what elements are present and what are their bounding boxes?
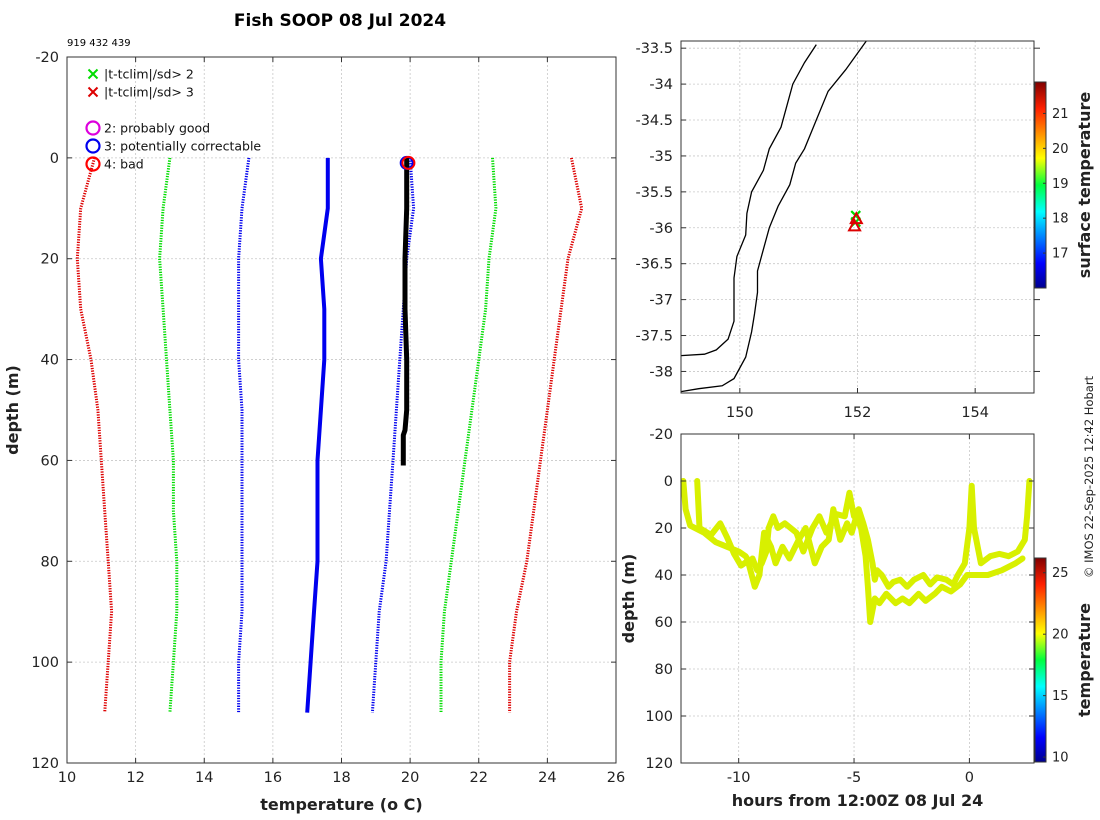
axes-border: [680, 433, 1035, 764]
profile-series-line: [370, 157, 416, 713]
y-tick-label: -35.5: [635, 185, 673, 201]
flag-marker: [401, 155, 416, 170]
x-tick-label: 22: [470, 770, 488, 786]
figure-title: Fish SOOP 08 Jul 2024: [234, 11, 446, 31]
profile-series-line: [158, 157, 179, 713]
profile-plot: 10 12 14 16 18 20 22 24 26 -20 0 20 40 60 80 100 120 temp…: [3, 50, 625, 814]
x-tick-label: 152: [844, 405, 872, 421]
x-tick-label: 20: [401, 770, 419, 786]
y-tick-label: 120: [31, 756, 59, 772]
track-line: [680, 478, 1033, 590]
x-tick-label: 18: [332, 770, 350, 786]
y-tick-label: -36.5: [635, 257, 673, 273]
y-tick-label: 100: [31, 655, 59, 671]
y-tick-label: -38: [649, 364, 673, 380]
y-tick-label: -34.5: [635, 113, 673, 129]
colorbar-tick-label: 21: [1052, 107, 1069, 122]
legend-marker: [85, 138, 101, 154]
colorbar-tick-label: 20: [1052, 628, 1069, 643]
x-tick-label: -5: [847, 770, 861, 786]
legend-label: 3: potentially correctable: [104, 139, 261, 154]
x-tick-label: 12: [126, 770, 144, 786]
colorbar-tick-label: 19: [1052, 177, 1069, 192]
legend-label: 2: probably good: [104, 121, 210, 136]
legend-marker: [85, 120, 101, 136]
coastline-line: [680, 44, 817, 357]
legend-marker: [87, 68, 99, 80]
map-point-marker: [849, 211, 864, 225]
colorbar-tick-label: 17: [1052, 247, 1069, 262]
isobath-line: [680, 40, 867, 393]
profile-series-line: [305, 157, 330, 713]
x-tick-label: 26: [607, 770, 625, 786]
y-tick-label: -20: [649, 427, 673, 443]
colorbar-tick-label: 15: [1052, 689, 1069, 704]
colorbar-tick-label: 25: [1052, 566, 1069, 581]
map-point-marker: [847, 218, 862, 232]
colorbar-tick-label: 20: [1052, 142, 1069, 157]
x-tick-label: 16: [264, 770, 282, 786]
x-tick-label: 24: [538, 770, 556, 786]
x-axis-label: hours from 12:00Z 08 Jul 24: [732, 791, 983, 810]
profile-series-line: [439, 157, 498, 713]
y-tick-label: -36: [649, 221, 673, 237]
profile-series-line: [400, 157, 410, 466]
x-tick-label: 150: [726, 405, 754, 421]
x-tick-label: 14: [195, 770, 213, 786]
y-tick-label: 80: [655, 662, 673, 678]
colorbar: [1034, 557, 1047, 763]
y-tick-label: 40: [655, 568, 673, 584]
x-tick-label: -10: [727, 770, 751, 786]
x-tick-label: 0: [965, 770, 974, 786]
y-tick-label: -35: [649, 149, 673, 165]
colorbar: [1034, 81, 1047, 289]
y-tick-label: -33.5: [635, 41, 673, 57]
y-axis-label: depth (m): [619, 554, 638, 644]
legend-label: |t-tclim|/sd> 2: [104, 67, 194, 82]
y-tick-label: -37.5: [635, 329, 673, 345]
legend-label: |t-tclim|/sd> 3: [104, 85, 194, 100]
y-tick-label: 60: [41, 453, 59, 469]
colorbar-label: surface temperature: [1075, 92, 1094, 279]
y-tick-label: 60: [655, 615, 673, 631]
colorbar-label: temperature: [1075, 603, 1094, 717]
credit-text: © IMOS 22-Sep-2025 12:42 Hobart: [1082, 375, 1096, 578]
axes-background: [681, 434, 1034, 763]
y-tick-label: -34: [649, 77, 673, 93]
legend-marker: [85, 156, 101, 172]
y-tick-label: 20: [655, 521, 673, 537]
colorbar-tick-label: 18: [1052, 212, 1069, 227]
y-tick-label: -37: [649, 293, 673, 309]
timeseries-plot: -10 -5 0 -20 0 20 40 60 80 100 120 hours from 12:00…: [619, 427, 1094, 810]
colorbar-tick-label: 10: [1052, 751, 1069, 766]
y-axis-label: depth (m): [3, 365, 22, 455]
legend-label: 4: bad: [104, 157, 144, 172]
y-tick-label: 0: [50, 151, 59, 167]
y-tick-label: 80: [41, 554, 59, 570]
y-tick-label: 40: [41, 353, 59, 369]
profile-series-line: [75, 157, 114, 713]
platform-id: 919 432 439: [67, 38, 131, 49]
y-tick-label: 120: [645, 756, 673, 772]
x-tick-label: 10: [58, 770, 76, 786]
profile-series-line: [508, 157, 584, 713]
y-tick-label: 0: [664, 474, 673, 490]
map-plot: 150 152 154 -33.5 -34 -34.5 -35 -35.5 -36 -36.5 -3…: [635, 40, 1094, 421]
x-axis-label: temperature (o C): [260, 795, 422, 814]
profile-series-line: [237, 157, 251, 713]
legend-marker: [87, 86, 99, 98]
y-tick-label: 20: [41, 252, 59, 268]
track-line: [694, 478, 1026, 625]
y-tick-label: 100: [645, 709, 673, 725]
x-tick-label: 154: [961, 405, 989, 421]
y-tick-label: -20: [35, 50, 59, 66]
